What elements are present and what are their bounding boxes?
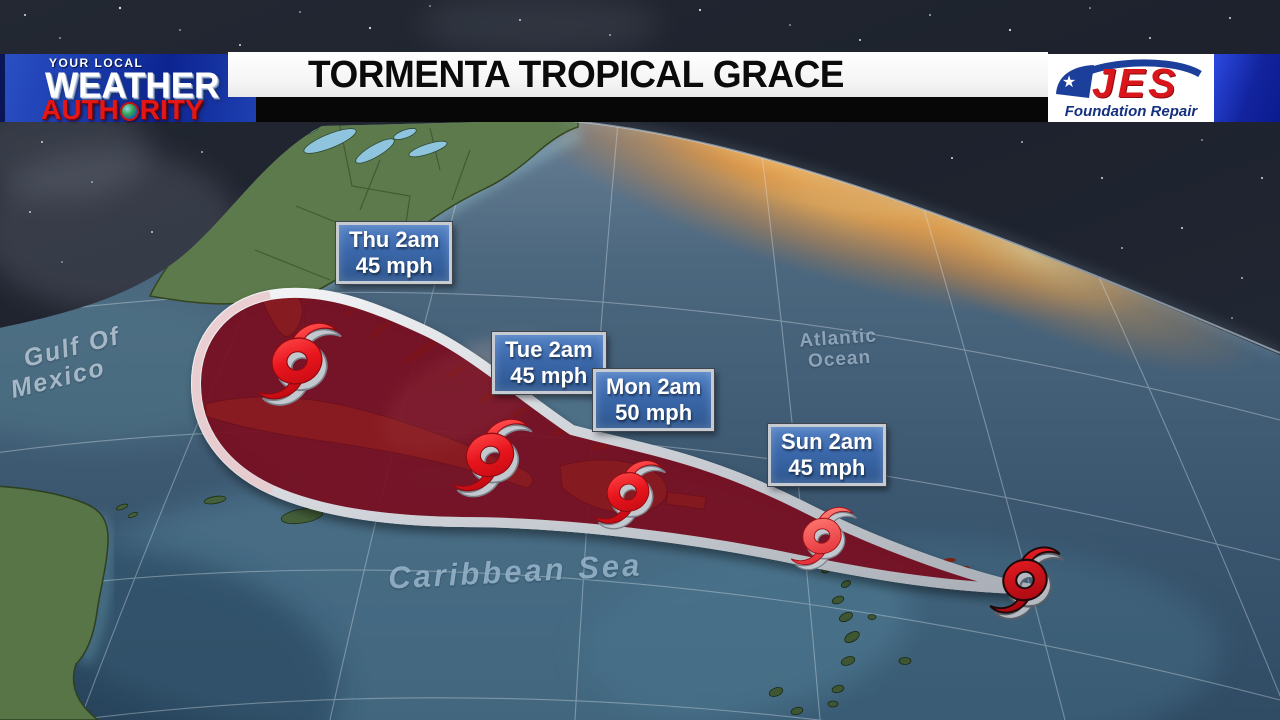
- sponsor-swoosh-icon: ★: [1056, 59, 1202, 98]
- station-tagline: YOUR LOCAL: [49, 56, 144, 70]
- forecast-time: Tue 2am: [505, 337, 593, 362]
- atlantic-ocean-label: Atlantic Ocean: [798, 325, 878, 373]
- headline-bar: TORMENTA TROPICAL GRACE: [228, 52, 1048, 97]
- globe-icon: [119, 102, 139, 121]
- forecast-time: Sun 2am: [781, 429, 873, 454]
- forecast-label-sun: Sun 2am 45 mph: [767, 423, 887, 487]
- station-brand-authority: AUTH RITY: [41, 94, 204, 125]
- forecast-label-thu: Thu 2am 45 mph: [334, 221, 454, 285]
- sponsor-subtitle: Foundation Repair: [1064, 103, 1198, 120]
- forecast-wind: 45 mph: [355, 253, 433, 278]
- station-logo: YOUR LOCAL WEATHER AUTH RITY: [0, 54, 256, 125]
- headline-black-bar: [256, 97, 1050, 122]
- forecast-wind: 50 mph: [615, 400, 693, 425]
- svg-text:★: ★: [1062, 74, 1076, 91]
- horizon-limb: [561, 119, 1280, 354]
- forecast-wind: 45 mph: [510, 363, 588, 388]
- forecast-label-mon: Mon 2am 50 mph: [591, 368, 716, 432]
- land-islands: [115, 495, 324, 525]
- sponsor-accent-bar: [1214, 54, 1280, 122]
- sponsor-name: JES: [1092, 60, 1179, 106]
- station-brand-weather: WEATHER: [45, 65, 220, 106]
- forecast-label-tue: Tue 2am 45 mph: [491, 331, 607, 395]
- headline-title: TORMENTA TROPICAL GRACE: [308, 53, 844, 95]
- cone-cap-highlight: [191, 291, 274, 494]
- forecast-time: Thu 2am: [349, 227, 440, 252]
- land-yucatan: [0, 485, 109, 720]
- forecast-time: Mon 2am: [606, 374, 702, 399]
- sponsor-logo: ★ JES Foundation Repair: [1048, 54, 1214, 122]
- forecast-wind: 45 mph: [788, 455, 866, 480]
